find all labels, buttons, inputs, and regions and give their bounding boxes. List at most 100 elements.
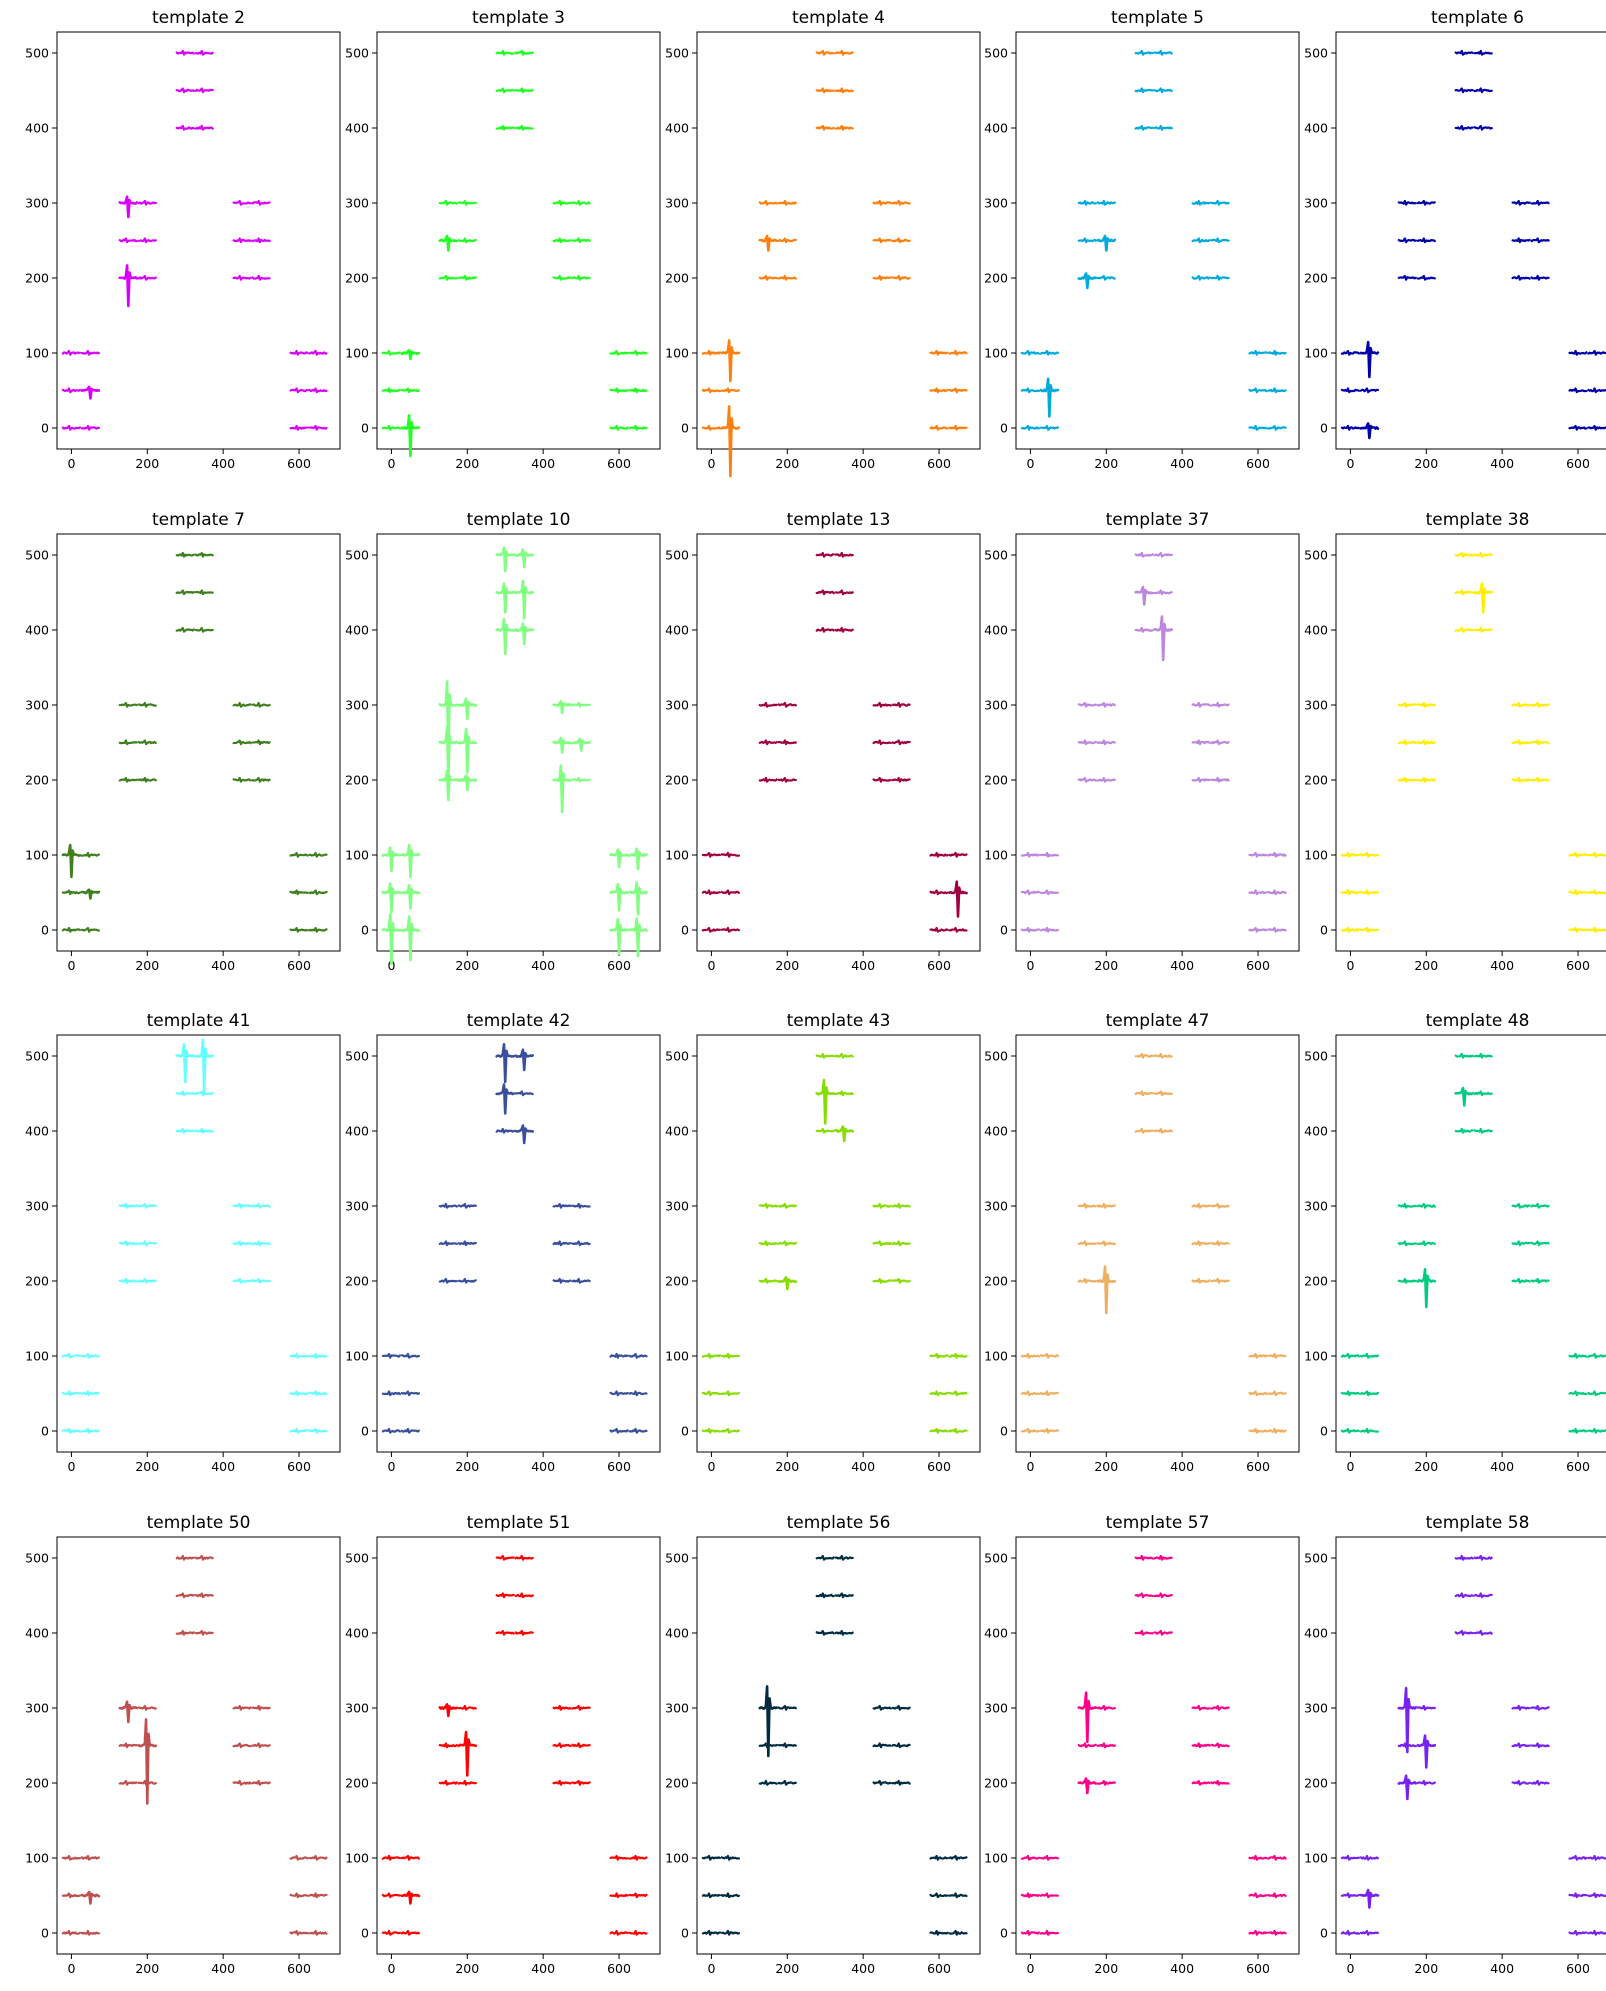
waveform-trace	[1096, 274, 1116, 281]
waveform-trace	[80, 1890, 101, 1905]
waveform-trace	[1153, 551, 1173, 558]
waveform-trace	[1473, 124, 1493, 131]
waveform-trace	[1587, 1854, 1606, 1861]
y-tick-label: 500	[984, 46, 1008, 61]
waveform-trace	[628, 1427, 648, 1434]
waveform-trace	[457, 199, 477, 206]
waveform-trace	[1416, 776, 1436, 783]
waveform-trace	[1153, 1090, 1173, 1097]
y-tick-label: 400	[1304, 623, 1328, 638]
waveform-trace	[308, 926, 328, 933]
waveform-trace	[457, 237, 477, 244]
waveform-trace	[1248, 926, 1268, 933]
waveform-trace	[1416, 701, 1436, 708]
waveform-trace	[1454, 589, 1474, 596]
waveform-trace	[571, 1202, 591, 1209]
x-tick-label: 600	[1246, 456, 1270, 471]
waveform-trace	[891, 776, 911, 783]
waveform-trace	[381, 1892, 402, 1899]
x-tick-label: 0	[1346, 1459, 1354, 1474]
waveform-trace	[61, 1427, 82, 1434]
y-tick-label: 300	[984, 1701, 1008, 1716]
waveform-trace	[251, 1202, 271, 1209]
waveform-trace	[495, 1629, 515, 1636]
waveform-trace	[609, 1929, 629, 1936]
x-tick-label: 600	[927, 958, 951, 973]
waveform-trace	[777, 776, 797, 783]
waveform-trace	[381, 424, 402, 431]
waveform-trace	[628, 1929, 648, 1936]
waveform-trace	[1153, 124, 1173, 131]
x-tick-label: 0	[1346, 958, 1354, 973]
waveform-trace	[948, 1929, 968, 1936]
panel-title: template 13	[787, 510, 891, 530]
waveform-trace	[815, 1629, 835, 1636]
waveform-trace	[1473, 626, 1493, 633]
waveform-trace	[872, 701, 892, 708]
waveform-trace	[1530, 776, 1550, 783]
waveform-trace	[1191, 274, 1211, 281]
panel-19: template 57 0 200 400 600 0 100 200 300 400 500	[984, 1513, 1300, 1976]
waveform-trace	[175, 1554, 195, 1561]
waveform-trace	[1077, 1240, 1097, 1247]
waveform-trace	[1039, 1427, 1060, 1434]
panel-title: template 3	[472, 8, 565, 28]
waveform-trace	[1568, 424, 1588, 431]
y-tick-label: 0	[681, 421, 689, 436]
waveform-trace	[1077, 1277, 1097, 1284]
x-tick-label: 600	[1566, 456, 1590, 471]
y-tick-label: 500	[345, 1049, 369, 1064]
waveform-trace	[137, 199, 157, 206]
waveform-trace	[609, 1352, 629, 1359]
waveform-trace	[308, 889, 328, 896]
x-tick-label: 400	[1490, 1961, 1514, 1976]
waveform-trace	[1020, 1390, 1041, 1397]
waveform-trace	[834, 551, 854, 558]
waveform-trace	[1587, 851, 1606, 858]
waveform-trace	[1397, 237, 1417, 244]
waveform-trace	[834, 626, 854, 633]
waveform-trace	[457, 1704, 477, 1711]
waveform-trace	[777, 199, 797, 206]
waveform-trace	[514, 49, 534, 56]
waveform-trace	[1530, 237, 1550, 244]
y-tick-label: 100	[25, 346, 49, 361]
waveform-trace	[1511, 701, 1531, 708]
x-tick-label: 200	[775, 1961, 799, 1976]
waveform-trace	[232, 1240, 252, 1247]
waveform-trace	[1267, 1929, 1287, 1936]
waveform-trace	[1210, 1240, 1230, 1247]
y-tick-label: 100	[984, 848, 1008, 863]
waveform-trace	[457, 274, 477, 281]
waveform-trace	[552, 1240, 572, 1247]
waveform-trace	[1416, 1704, 1436, 1711]
waveform-trace	[1248, 851, 1268, 858]
waveform-trace	[381, 349, 402, 356]
waveform-trace	[381, 387, 402, 394]
waveform-trace	[571, 274, 591, 281]
waveform-trace	[118, 739, 138, 746]
y-tick-label: 500	[1304, 1551, 1328, 1566]
y-tick-label: 200	[345, 271, 369, 286]
waveform-trace	[929, 1390, 949, 1397]
waveform-trace	[495, 1127, 515, 1134]
waveform-trace	[381, 1427, 402, 1434]
waveform-trace	[1210, 701, 1230, 708]
waveform-trace	[194, 1038, 215, 1094]
y-tick-label: 100	[665, 848, 689, 863]
y-tick-label: 300	[984, 698, 1008, 713]
waveform-trace	[514, 124, 534, 131]
panel-16: template 50 0 200 400 600 0 100 200 300 400 500	[25, 1513, 341, 1976]
axes-frame	[1015, 533, 1300, 952]
panel-title: template 7	[152, 510, 245, 530]
waveform-trace	[1248, 889, 1268, 896]
waveform-trace	[701, 1929, 722, 1936]
waveform-trace	[758, 1277, 778, 1284]
waveform-trace	[1340, 1854, 1361, 1861]
waveform-trace	[1568, 349, 1588, 356]
y-tick-label: 400	[25, 1124, 49, 1139]
x-tick-label: 200	[1094, 958, 1118, 973]
y-tick-label: 400	[665, 1626, 689, 1641]
waveform-trace	[929, 387, 949, 394]
waveform-trace	[1077, 739, 1097, 746]
